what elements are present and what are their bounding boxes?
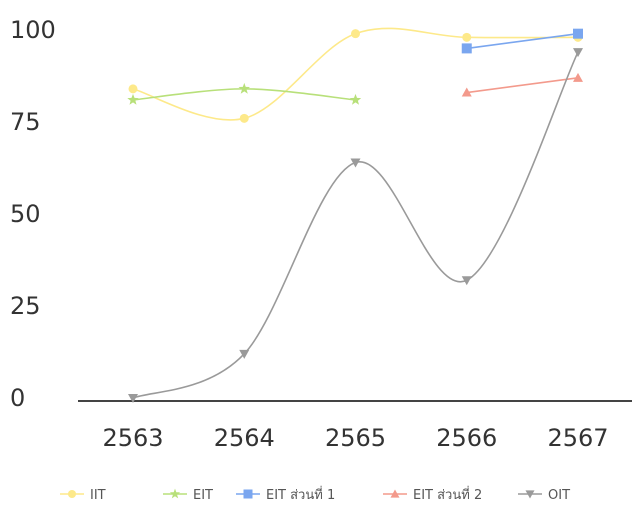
data-point [238, 82, 250, 94]
data-point [128, 84, 138, 94]
legend-item[interactable]: EIT ส่วนที่ 2 [383, 486, 482, 503]
legend-label: EIT ส่วนที่ 2 [413, 486, 482, 503]
series-line [132, 27, 579, 121]
series-2 [461, 28, 583, 54]
series-line [132, 51, 579, 399]
data-point [128, 394, 138, 403]
data-point [573, 72, 583, 82]
y-tick-label: 50 [10, 200, 41, 228]
legend-marker [525, 490, 535, 499]
series-line [466, 77, 579, 94]
legend-item[interactable]: OIT [518, 488, 570, 503]
data-point [462, 32, 472, 42]
data-point [461, 276, 472, 286]
series-0 [128, 27, 583, 123]
x-tick-label: 2564 [214, 424, 275, 452]
legend-label: IIT [90, 488, 106, 503]
data-point [573, 28, 583, 39]
legend-marker [169, 488, 181, 499]
legend-item[interactable]: EIT ส่วนที่ 1 [236, 486, 335, 503]
series-3 [461, 72, 583, 97]
data-point [349, 93, 362, 105]
legend-marker [390, 489, 400, 498]
x-tick-labels: 2563 2564 2565 2566 2567 [102, 424, 608, 452]
data-point [573, 48, 583, 58]
legend-label: EIT [193, 488, 213, 503]
legend-item[interactable]: EIT [163, 488, 213, 503]
series-line [466, 32, 579, 50]
data-point [239, 113, 249, 123]
series-4 [128, 48, 583, 403]
legend-marker [67, 489, 77, 499]
y-tick-label: 100 [10, 16, 56, 44]
series-1 [127, 82, 362, 105]
x-tick-label: 2567 [547, 424, 608, 452]
legend-label: EIT ส่วนที่ 1 [266, 486, 335, 503]
legend-item[interactable]: IIT [60, 488, 106, 503]
y-tick-label: 75 [10, 108, 41, 136]
data-point [127, 93, 139, 105]
data-point [350, 158, 361, 168]
legend: IIT EIT EIT ส่วนที่ 1 EIT ส่วนที่ 2 OIT [60, 486, 570, 503]
x-tick-label: 2565 [325, 424, 386, 452]
y-tick-labels: 0 25 50 75 100 [10, 16, 56, 412]
x-tick-label: 2563 [102, 424, 163, 452]
legend-label: OIT [548, 488, 570, 503]
y-tick-label: 25 [10, 292, 41, 320]
data-point [461, 43, 472, 54]
data-point [239, 349, 250, 359]
data-point [351, 29, 360, 39]
data-point [461, 87, 472, 97]
series-group [127, 27, 583, 403]
y-tick-label: 0 [10, 384, 25, 412]
x-tick-label: 2566 [436, 424, 497, 452]
legend-marker [243, 489, 253, 499]
